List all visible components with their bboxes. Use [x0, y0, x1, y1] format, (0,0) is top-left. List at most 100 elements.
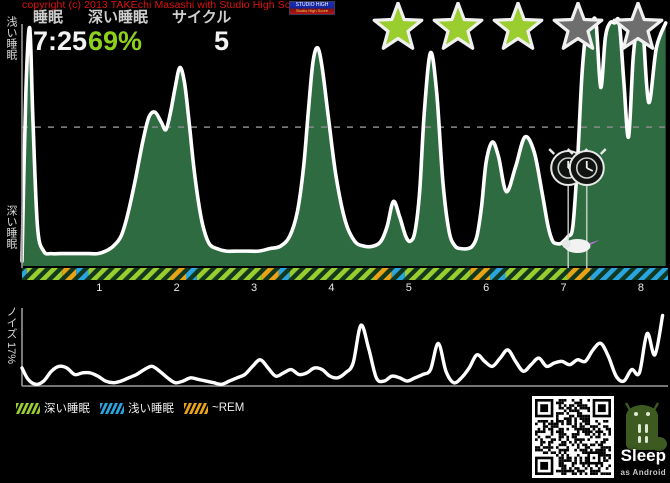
qr-module — [603, 440, 606, 444]
hypnogram-segment-rem — [170, 268, 187, 280]
qr-module — [571, 443, 575, 447]
qr-module — [563, 469, 567, 473]
qr-module — [558, 456, 562, 460]
qr-module — [603, 433, 606, 436]
qr-module — [579, 448, 583, 452]
qr-module — [537, 427, 541, 431]
sleep-graph[interactable] — [0, 14, 670, 280]
qr-module — [574, 456, 577, 460]
axis-label-deep-sleep: 深い睡眠 — [5, 205, 17, 249]
noise-graph[interactable] — [0, 298, 670, 394]
qr-module — [563, 433, 567, 436]
star-empty-icon[interactable] — [610, 2, 666, 56]
qr-module — [558, 459, 562, 462]
qr-module — [600, 461, 604, 465]
qr-module — [576, 409, 580, 413]
qr-module — [555, 430, 559, 434]
qr-module — [563, 451, 567, 455]
qr-module — [579, 459, 583, 462]
app-name: Sleep — [620, 446, 666, 465]
qr-module — [587, 422, 591, 426]
qr-module — [574, 435, 577, 439]
qr-module — [550, 422, 554, 426]
qr-module — [595, 448, 598, 452]
qr-module — [558, 406, 562, 410]
legend-swatch-rem — [184, 402, 208, 414]
qr-module — [584, 427, 588, 431]
qr-module — [597, 443, 601, 447]
qr-module — [563, 399, 567, 402]
qr-module — [540, 438, 543, 441]
qr-module — [540, 443, 543, 447]
android-robot-icon — [624, 402, 667, 451]
qr-module — [548, 440, 551, 444]
hypnogram-segment-light-sleep — [76, 268, 89, 280]
qr-module — [582, 417, 585, 420]
qr-module — [542, 451, 546, 455]
qr-module — [571, 435, 575, 439]
qr-module — [555, 425, 559, 428]
stat-cycles-value: 5 — [214, 26, 230, 56]
alarm-clock-icon[interactable] — [566, 148, 607, 186]
star-shape — [552, 2, 604, 50]
x-axis-tick: 7 — [560, 282, 567, 294]
sleep-rating[interactable] — [370, 2, 666, 56]
qr-module — [600, 448, 604, 452]
qr-module — [561, 472, 564, 475]
qr-module — [597, 448, 601, 452]
qr-module — [608, 464, 611, 468]
qr-module — [590, 469, 593, 473]
qr-module — [571, 425, 575, 428]
star-filled-icon[interactable] — [490, 2, 546, 56]
qr-module — [582, 469, 585, 473]
qr-module — [597, 435, 601, 439]
qr-module — [571, 464, 575, 468]
star-empty-icon[interactable] — [550, 2, 606, 56]
qr-module — [608, 430, 611, 434]
qr-module — [537, 430, 541, 434]
stat-sleep-value: 7:25 — [33, 26, 88, 56]
qr-module — [550, 425, 554, 428]
qr-module — [584, 461, 588, 465]
qr-module — [605, 427, 609, 431]
qr-module — [579, 438, 583, 441]
qr-module — [584, 417, 588, 420]
hypnogram-segment-rem — [62, 268, 77, 280]
qr-module — [561, 419, 564, 423]
qr-module — [563, 417, 567, 420]
legend-stripe — [199, 402, 207, 414]
qr-module — [597, 467, 601, 470]
qr-module — [561, 401, 564, 405]
qr-module — [569, 459, 572, 462]
qr-module — [540, 448, 543, 452]
legend-item-light-sleep: 浅い睡眠 — [100, 400, 174, 416]
qr-module — [587, 419, 591, 423]
qr-module — [579, 440, 583, 444]
hypnogram-segment-rem — [470, 268, 491, 280]
x-axis-tick: 8 — [637, 282, 644, 294]
star-filled-icon[interactable] — [430, 2, 486, 56]
star-filled-icon[interactable] — [370, 2, 426, 56]
qr-code[interactable] — [532, 396, 614, 478]
alarm-dial — [575, 157, 598, 179]
qr-and-logo[interactable]: Sleep as Android — [532, 396, 668, 478]
legend-stripe — [184, 402, 192, 414]
legend-stripe — [105, 402, 113, 414]
qr-module — [574, 440, 577, 444]
qr-module — [553, 425, 556, 428]
qr-module — [592, 433, 596, 436]
qr-module — [558, 404, 562, 407]
qr-module — [535, 430, 538, 434]
qr-module — [571, 399, 575, 402]
qr-module — [558, 438, 562, 441]
qr-module — [545, 419, 549, 423]
qr-module — [566, 435, 570, 439]
qr-module — [582, 406, 585, 410]
qr-module — [542, 427, 546, 431]
star-shape — [372, 2, 424, 50]
qr-module — [582, 419, 585, 423]
hypnogram-segment-light-sleep — [391, 268, 405, 280]
qr-module — [576, 438, 580, 441]
qr-module — [584, 472, 588, 475]
qr-module — [584, 414, 588, 418]
